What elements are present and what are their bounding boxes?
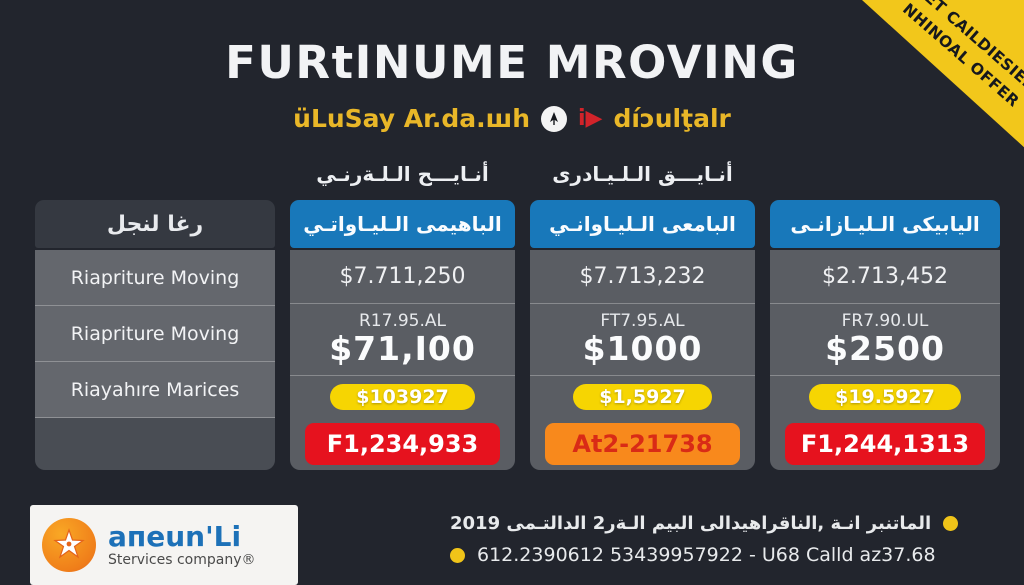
logo-star-glyph	[53, 528, 85, 559]
pricing-column-2: البامعى الـليـاوانـي $7.713,232 FT7.95.A…	[530, 200, 755, 470]
column2-badge: $1,5927	[573, 384, 712, 411]
column3-big-price: $2500	[825, 329, 945, 369]
column1-badge: $103927	[330, 384, 475, 411]
column2-button-cell: At2-21738	[530, 419, 755, 470]
navigation-arrow-icon	[541, 105, 567, 132]
row-label-1: Riapriture Moving	[35, 250, 275, 306]
footer-note-2-text: 612.2390612 53439957922 - U68 Calld az37…	[477, 544, 936, 566]
logo-tagline: Stervices company®	[108, 551, 256, 568]
column3-price2-cell: FR7.90.UL $2500	[770, 304, 1000, 376]
column1-eyebrow: أنـايـــح الـلـةرنـي	[316, 162, 489, 186]
column1-price2-cell: R17.95.AL $71,I00	[290, 304, 515, 376]
column2-price2-cell: FT7.95.AL $1000	[530, 304, 755, 376]
subtitle-right-text: díɔulţalr	[613, 104, 731, 133]
column1-body: $7.711,250 R17.95.AL $71,I00 $103927 F1,…	[290, 250, 515, 470]
column3-badge-cell: $19.5927	[770, 376, 1000, 419]
footer-note-2: 612.2390612 53439957922 - U68 Calld az37…	[450, 542, 958, 568]
column3-price-button[interactable]: F1,244,1313	[784, 423, 986, 466]
column2-code: FT7.95.AL	[600, 311, 685, 332]
yellow-dot-icon	[450, 547, 465, 563]
row-label-2: Riapriture Moving	[35, 306, 275, 362]
footer-note-1-text: 2019 الماتنبر انـة ,الناقراهيدالى البيم …	[450, 512, 932, 534]
column2-price1: $7.713,232	[530, 250, 755, 305]
play-arrow-icon: i▶	[578, 106, 603, 131]
row-labels-column: رغا لنجل Riapriture Moving Riapriture Mo…	[35, 200, 275, 470]
row-labels-body: Riapriture Moving Riapriture Moving Riay…	[35, 250, 275, 470]
column3-price1: $2.713,452	[770, 250, 1000, 305]
column1-price1: $7.711,250	[290, 250, 515, 305]
star-flower-icon	[42, 518, 96, 572]
column2-body: $7.713,232 FT7.95.AL $1000 $1,5927 At2-2…	[530, 250, 755, 470]
column1-code: R17.95.AL	[359, 311, 446, 332]
logo-name: aпeun'Li	[108, 520, 242, 554]
column3-button-cell: F1,244,1313	[770, 419, 1000, 470]
row-labels-header: رغا لنجل	[35, 200, 275, 248]
column3-badge: $19.5927	[809, 384, 961, 411]
column1-price-button[interactable]: F1,234,933	[304, 423, 501, 466]
page-title: FURtINUME MROVING	[225, 36, 799, 89]
column1-header: الباهيمى الـليـاواتـي	[290, 200, 515, 248]
column3-body: $2.713,452 FR7.90.UL $2500 $19.5927 F1,2…	[770, 250, 1000, 470]
logo-text-block: aпeun'Li Stervices company®	[108, 520, 256, 568]
column3-header: اليابيكى الـليـازانـى	[770, 200, 1000, 248]
footer-notes: 2019 الماتنبر انـة ,الناقراهيدالى البيم …	[450, 510, 959, 568]
pricing-column-1: الباهيمى الـليـاواتـي $7.711,250 R17.95.…	[290, 200, 515, 470]
row-labels-filler	[35, 418, 275, 470]
subtitle-left-text: üLuSay Ar.da.шh	[293, 104, 530, 133]
column2-header: البامعى الـليـاوانـي	[530, 200, 755, 248]
column3-code: FR7.90.UL	[841, 311, 929, 332]
page-subtitle: üLuSay Ar.da.шh i▶ díɔulţalr	[0, 104, 1024, 133]
yellow-dot-icon	[943, 515, 959, 531]
pricing-column-3: اليابيكى الـليـازانـى $2.713,452 FR7.90.…	[770, 200, 1000, 470]
column1-big-price: $71,I00	[329, 329, 476, 369]
column2-badge-cell: $1,5927	[530, 376, 755, 419]
column2-eyebrow: أنـايـــق الـلـيـادرى	[552, 162, 733, 186]
footer-note-1: 2019 الماتنبر انـة ,الناقراهيدالى البيم …	[450, 510, 959, 536]
column1-badge-cell: $103927	[290, 376, 515, 419]
column2-big-price: $1000	[582, 329, 703, 369]
logo-card: aпeun'Li Stervices company®	[30, 505, 298, 585]
column1-button-cell: F1,234,933	[290, 419, 515, 470]
column2-price-button[interactable]: At2-21738	[544, 423, 741, 466]
arrow-glyph	[550, 111, 558, 125]
row-label-3: Riayahıre Marices	[35, 362, 275, 418]
